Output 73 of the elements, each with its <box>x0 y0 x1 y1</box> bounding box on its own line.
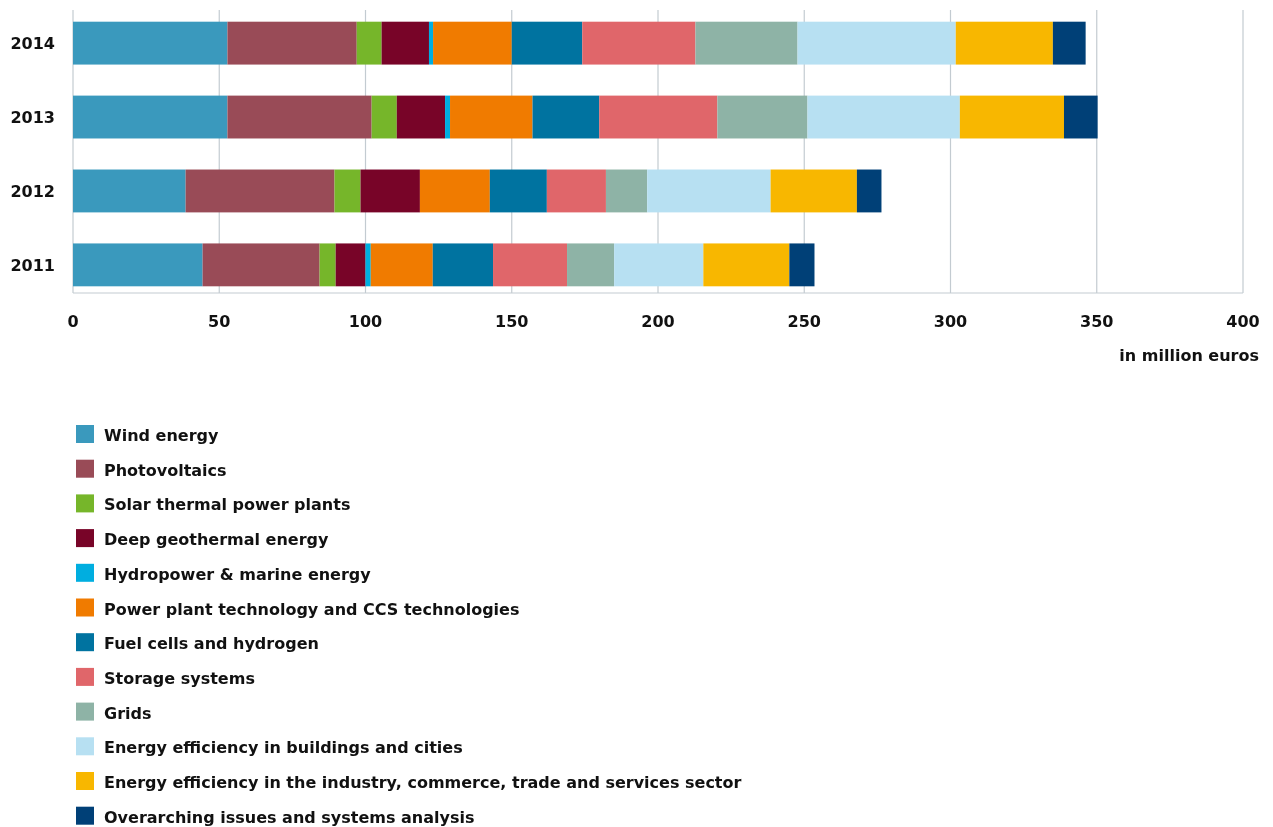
x-tick-label: 250 <box>787 312 821 331</box>
bar <box>489 169 547 213</box>
bar <box>396 95 446 139</box>
legend-label: Energy efficiency in buildings and cities <box>104 738 463 758</box>
bar <box>493 243 568 287</box>
bar <box>365 243 371 287</box>
bar <box>73 243 203 287</box>
bar <box>450 95 533 139</box>
bar <box>856 169 882 213</box>
bar <box>433 21 512 65</box>
bar <box>432 243 494 287</box>
legend-label: Photovoltaics <box>104 460 227 480</box>
bar <box>532 95 600 139</box>
bar <box>428 21 434 65</box>
bar <box>356 21 382 65</box>
bar <box>959 95 1064 139</box>
legend-label: Fuel cells and hydrogen <box>104 634 319 654</box>
y-tick-label: 2013 <box>10 108 55 128</box>
bar <box>695 21 798 65</box>
bar <box>73 169 186 213</box>
bar <box>445 95 451 139</box>
bar <box>1063 95 1098 139</box>
y-tick-label: 2012 <box>10 181 55 201</box>
y-tick-label: 2014 <box>10 34 55 54</box>
legend-label: Wind energy <box>104 426 219 445</box>
bar <box>1052 21 1086 65</box>
legend-label: Grids <box>104 703 152 723</box>
bar <box>73 21 228 65</box>
bar <box>807 95 960 139</box>
x-tick-label: 400 <box>1226 312 1260 331</box>
bar <box>227 21 357 65</box>
x-tick-label: 150 <box>495 312 529 331</box>
bar <box>334 169 361 213</box>
bar <box>614 243 704 287</box>
bar <box>360 169 420 213</box>
bar <box>546 169 606 213</box>
x-axis-title: in million euros <box>1119 346 1259 365</box>
legend-label: Energy efficiency in the industry, commerce, trade and services sector <box>104 773 742 792</box>
legend-label: Storage systems <box>104 668 255 688</box>
x-tick-label: 50 <box>208 312 231 331</box>
legend-label: Hydropower & marine energy <box>104 564 372 584</box>
bar <box>567 243 615 287</box>
x-tick-label: 300 <box>933 312 968 331</box>
bar <box>789 243 815 287</box>
bar <box>371 95 397 139</box>
bar <box>227 95 372 139</box>
bar <box>370 243 433 287</box>
legend-label: Deep geothermal energy <box>104 530 330 550</box>
legend-label: Solar thermal power plants <box>104 495 351 515</box>
y-tick-label: 2011 <box>10 255 55 275</box>
bar <box>955 21 1053 65</box>
bar <box>605 169 648 213</box>
x-tick-label: 0 <box>67 312 79 331</box>
bar <box>185 169 335 213</box>
bar <box>703 243 790 287</box>
bar <box>511 21 583 65</box>
bar <box>797 21 956 65</box>
bar <box>319 243 336 287</box>
bar <box>419 169 490 213</box>
bar <box>381 21 429 65</box>
bar <box>73 95 228 139</box>
bar <box>647 169 771 213</box>
legend-label: Power plant technology and CCS technologies <box>104 599 520 619</box>
bar <box>202 243 320 287</box>
bar <box>335 243 366 287</box>
bar <box>599 95 718 139</box>
bar <box>582 21 696 65</box>
x-tick-label: 200 <box>641 312 675 331</box>
bar <box>717 95 808 139</box>
x-tick-label: 100 <box>348 312 383 331</box>
legend-label: Overarching issues and systems analysis <box>104 807 475 827</box>
x-tick-label: 350 <box>1080 312 1114 331</box>
bar <box>770 169 857 213</box>
